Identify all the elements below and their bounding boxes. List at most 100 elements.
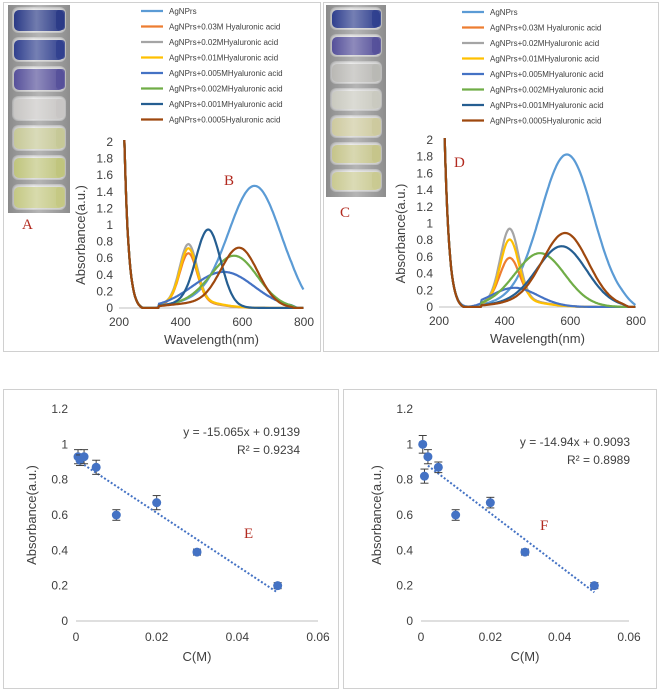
panel-bottom-left: 0 0.2 0.4 0.6 0.8 1 1.2 0 0.02 0.04 0.06 C(M) Absorb… — [3, 389, 339, 689]
data-point-2 — [419, 471, 429, 481]
series-line-1 — [123, 140, 305, 309]
data-point-1 — [418, 439, 428, 449]
series-line-6 — [123, 140, 304, 309]
legend-label-6: AgNPrs+0.002MHyaluronic acid — [490, 86, 604, 95]
x-tick-label: 0 — [418, 630, 425, 644]
vial — [12, 95, 66, 121]
y-tick-label: 1.6 — [416, 166, 433, 180]
legend-label-1: AgNPrs — [490, 8, 518, 17]
legend-label-7: AgNPrs+0.001MHyaluronic acid — [169, 100, 283, 109]
y-tick-label: 0.6 — [416, 250, 433, 264]
legend-label-3: AgNPrs+0.02MHyaluronic acid — [169, 38, 278, 47]
panel-top-right: C 0 0.2 0.4 0.6 0.8 1 1.2 1.4 1.6 1.8 2 200 400 600 80… — [323, 2, 659, 352]
series-line-1 — [443, 138, 637, 308]
y-tick-label: 1 — [426, 217, 433, 231]
vial-cap — [372, 145, 381, 162]
vial-photo-right — [326, 5, 386, 197]
vial-cap — [56, 10, 65, 30]
y-tick-label: 0 — [426, 300, 433, 314]
data-point-7 — [520, 547, 530, 557]
y-tick-label: 1.2 — [96, 201, 113, 215]
legend-label-4: AgNPrs+0.01MHyaluronic acid — [490, 55, 599, 64]
legend-label-2: AgNPrs+0.03M Hyaluronic acid — [490, 24, 601, 33]
y-tick-label: 0.2 — [416, 283, 433, 297]
vial — [330, 142, 382, 165]
y-tick-label: 2 — [106, 135, 113, 149]
vial — [12, 184, 66, 210]
vial — [12, 7, 66, 33]
y-tick-label: 1.8 — [96, 152, 113, 166]
data-point-6 — [152, 498, 162, 508]
vial — [12, 154, 66, 180]
legend-label-7: AgNPrs+0.001MHyaluronic acid — [490, 101, 604, 110]
x-tick-label: 0.04 — [548, 630, 572, 644]
y-tick-label: 0.2 — [96, 284, 113, 298]
y-axis-label: Absorbance(a.u.) — [73, 185, 88, 285]
calibration-chart-F: 0 0.2 0.4 0.6 0.8 1 1.2 0 0.02 0.04 0.06 C(M) Absorb… — [369, 402, 641, 664]
series-line-8 — [123, 140, 304, 309]
panel-top-left: A 0 0.2 0.4 0.6 0.8 1 1.2 1.4 1.6 1.8 2 200 400 600 80… — [3, 2, 321, 352]
vial-liquid — [332, 91, 380, 109]
y-tick-label: 1 — [61, 437, 68, 451]
y-tick-label: 1 — [406, 437, 413, 451]
trendline — [83, 464, 279, 594]
data-point-6 — [485, 498, 495, 508]
vial-liquid — [332, 118, 380, 136]
x-tick-label: 200 — [109, 315, 129, 329]
vial-liquid — [332, 64, 380, 82]
series-line-7 — [123, 140, 304, 309]
vial-liquid — [14, 39, 64, 60]
vial — [330, 61, 382, 84]
vial-cap — [56, 39, 65, 59]
legend-label-8: AgNPrs+0.0005Hyaluronic acid — [169, 116, 280, 125]
vial — [330, 169, 382, 192]
series-line-7 — [443, 138, 636, 308]
vial-liquid — [14, 157, 64, 178]
y-axis-label: Absorbance(a.u.) — [393, 184, 408, 284]
series-line-4 — [123, 140, 304, 309]
data-point-5 — [451, 510, 461, 520]
label-F: F — [540, 518, 549, 534]
legend-label-5: AgNPrs+0.005MHyaluronic acid — [169, 69, 283, 78]
vial — [330, 115, 382, 138]
label-C: C — [340, 205, 351, 221]
x-tick-label: 0.02 — [479, 630, 503, 644]
vial — [12, 36, 66, 62]
trend-equation: y = -15.065x + 0.9139 — [183, 425, 300, 439]
x-tick-label: 0.06 — [306, 630, 330, 644]
data-point-4 — [91, 462, 101, 472]
vial-cap — [56, 69, 65, 89]
vial-liquid — [14, 128, 64, 149]
y-tick-label: 0 — [106, 301, 113, 315]
x-axis-label: Wavelength(nm) — [164, 332, 259, 347]
y-tick-label: 1.6 — [96, 168, 113, 182]
vial-liquid — [332, 37, 380, 55]
x-tick-label: 800 — [626, 314, 646, 328]
x-tick-label: 800 — [294, 315, 314, 329]
x-axis-label: C(M) — [511, 649, 540, 664]
vial — [330, 7, 382, 30]
x-tick-label: 400 — [171, 315, 191, 329]
y-tick-label: 0.8 — [396, 473, 413, 487]
data-point-3 — [423, 452, 433, 462]
vial-cap — [56, 128, 65, 148]
vial-liquid — [14, 98, 64, 119]
data-point-8 — [273, 581, 283, 591]
legend-label-4: AgNPrs+0.01MHyaluronic acid — [169, 54, 278, 63]
vial-photo-left — [8, 5, 70, 213]
legend-label-5: AgNPrs+0.005MHyaluronic acid — [490, 70, 604, 79]
label-B: B — [224, 173, 235, 189]
vial-cap — [56, 187, 65, 207]
x-tick-label: 600 — [560, 314, 580, 328]
x-tick-label: 0.04 — [226, 630, 250, 644]
vial-cap — [372, 10, 381, 27]
vial — [12, 125, 66, 151]
y-tick-label: 1 — [106, 218, 113, 232]
y-tick-label: 1.2 — [416, 200, 433, 214]
vial-liquid — [14, 10, 64, 31]
series-line-4 — [443, 138, 636, 308]
y-axis-label: Absorbance(a.u.) — [369, 465, 384, 565]
data-point-3 — [79, 452, 89, 462]
calibration-chart-E: 0 0.2 0.4 0.6 0.8 1 1.2 0 0.02 0.04 0.06 C(M) Absorb… — [24, 402, 330, 664]
curve-group — [123, 140, 305, 309]
